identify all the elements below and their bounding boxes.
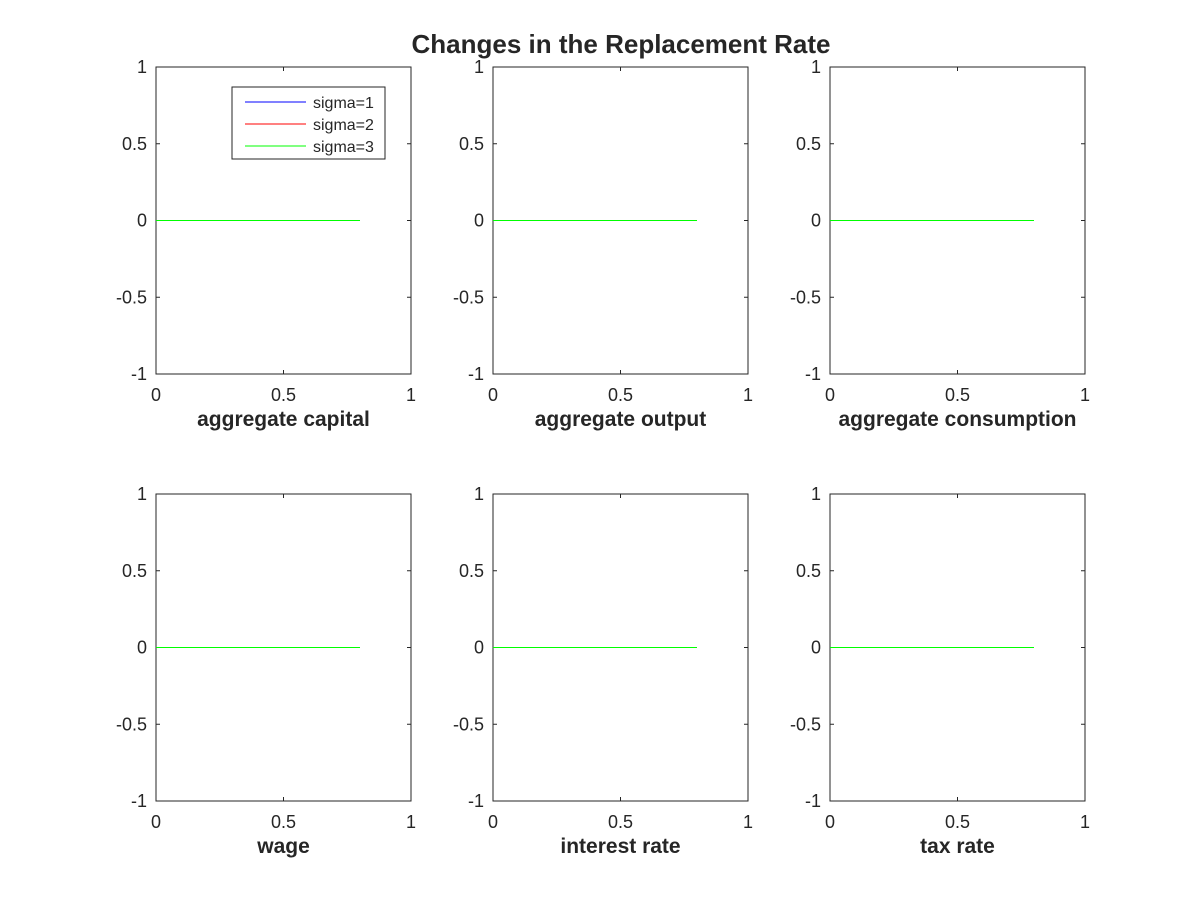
y-tick-label: 0 <box>137 211 147 231</box>
y-tick-label: 0.5 <box>122 561 147 581</box>
y-tick-label: -1 <box>468 364 484 384</box>
y-tick-label: 1 <box>811 57 821 77</box>
legend-label: sigma=1 <box>313 95 374 112</box>
x-axis-label: aggregate capital <box>197 408 370 431</box>
x-tick-label: 0 <box>825 385 835 405</box>
x-tick-label: 1 <box>406 385 416 405</box>
x-tick-label: 0 <box>488 812 498 832</box>
y-tick-label: -0.5 <box>790 287 821 307</box>
y-tick-label: 0.5 <box>459 561 484 581</box>
y-tick-label: 0.5 <box>459 134 484 154</box>
y-tick-label: -1 <box>805 364 821 384</box>
y-tick-label: -0.5 <box>453 287 484 307</box>
y-tick-label: 0 <box>474 638 484 658</box>
x-tick-label: 0 <box>488 385 498 405</box>
y-tick-label: 0 <box>137 638 147 658</box>
x-tick-label: 0.5 <box>608 385 633 405</box>
x-tick-label: 0.5 <box>608 812 633 832</box>
y-tick-label: -1 <box>131 791 147 811</box>
y-tick-label: 0.5 <box>122 134 147 154</box>
x-axis-label: tax rate <box>920 835 995 858</box>
x-tick-label: 0 <box>151 812 161 832</box>
y-tick-label: -0.5 <box>453 714 484 734</box>
x-tick-label: 1 <box>1080 812 1090 832</box>
y-tick-label: 1 <box>474 484 484 504</box>
x-axis-label: interest rate <box>560 835 680 858</box>
x-tick-label: 0.5 <box>271 385 296 405</box>
x-tick-label: 0.5 <box>945 385 970 405</box>
legend-label: sigma=2 <box>313 117 374 134</box>
y-tick-label: 0 <box>811 211 821 231</box>
y-tick-label: -1 <box>468 791 484 811</box>
y-tick-label: -1 <box>131 364 147 384</box>
y-tick-label: -1 <box>805 791 821 811</box>
figure-title: Changes in the Replacement Rate <box>412 29 831 59</box>
y-tick-label: 0.5 <box>796 134 821 154</box>
x-tick-label: 0.5 <box>945 812 970 832</box>
x-tick-label: 0 <box>151 385 161 405</box>
x-tick-label: 1 <box>743 385 753 405</box>
y-tick-label: 1 <box>811 484 821 504</box>
x-axis-label: wage <box>256 835 310 858</box>
y-tick-label: 1 <box>474 57 484 77</box>
legend: sigma=1 sigma=2 sigma=3 <box>231 86 386 160</box>
y-tick-label: 0.5 <box>796 561 821 581</box>
x-tick-label: 0.5 <box>271 812 296 832</box>
x-tick-label: 1 <box>1080 385 1090 405</box>
y-tick-label: -0.5 <box>116 714 147 734</box>
x-tick-label: 1 <box>743 812 753 832</box>
x-axis-label: aggregate consumption <box>838 408 1076 431</box>
y-tick-label: 0 <box>811 638 821 658</box>
x-tick-label: 0 <box>825 812 835 832</box>
y-tick-label: -0.5 <box>116 287 147 307</box>
legend-box <box>231 86 386 160</box>
y-tick-label: 0 <box>474 211 484 231</box>
x-tick-label: 1 <box>406 812 416 832</box>
y-tick-label: -0.5 <box>790 714 821 734</box>
legend-label: sigma=3 <box>313 139 374 156</box>
y-tick-label: 1 <box>137 57 147 77</box>
y-tick-label: 1 <box>137 484 147 504</box>
x-axis-label: aggregate output <box>535 408 707 431</box>
